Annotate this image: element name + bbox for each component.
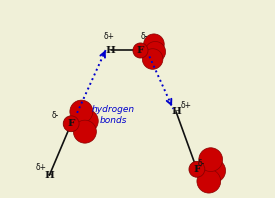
Text: δ+: δ+ [103,32,114,41]
Text: δ-: δ- [52,111,59,120]
Text: H: H [171,107,181,116]
Circle shape [70,100,93,123]
Text: δ-: δ- [197,159,205,168]
Text: hydrogen
bonds: hydrogen bonds [92,105,135,125]
Text: δ-: δ- [141,32,148,41]
Circle shape [73,120,96,143]
Text: H: H [106,46,116,55]
Text: F: F [193,165,200,174]
Circle shape [189,161,205,177]
Circle shape [197,169,221,193]
Circle shape [202,159,226,183]
Circle shape [133,43,148,58]
Circle shape [75,109,98,132]
Text: F: F [137,46,144,55]
Circle shape [63,116,79,132]
Text: H: H [45,171,54,180]
Text: δ+: δ+ [36,163,47,172]
Text: δ+: δ+ [180,101,191,110]
Circle shape [144,34,164,54]
Text: F: F [67,119,75,128]
Circle shape [145,42,166,62]
Circle shape [199,148,222,171]
Circle shape [142,49,163,69]
